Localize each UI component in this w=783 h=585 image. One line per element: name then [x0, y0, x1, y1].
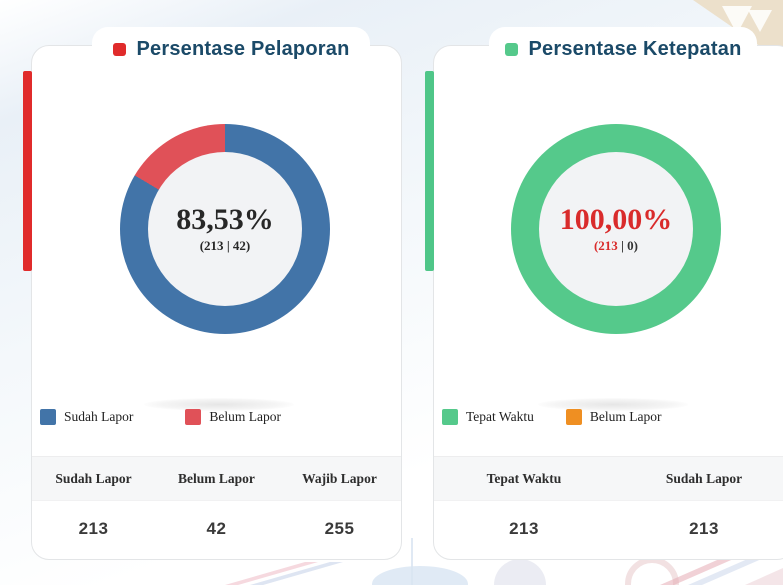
card-title-pelaporan: Persentase Pelaporan [136, 37, 350, 60]
accent-bar-ketepatan [425, 71, 434, 271]
donut-center-sublabel: (213 | 0) [594, 238, 638, 254]
legend-item-sudah-lapor[interactable]: Sudah Lapor [40, 409, 133, 425]
stat-value-sudah-lapor: 213 [78, 519, 109, 538]
stat-header-belum-lapor: Belum Lapor [178, 470, 255, 486]
donut-chart-pelaporan[interactable]: 83,53% (213 | 42) [120, 124, 330, 334]
legend-item-tepat-waktu[interactable]: Tepat Waktu [442, 409, 534, 425]
title-bullet-icon [112, 42, 126, 56]
stat-table-pelaporan: Sudah Lapor Belum Lapor Wajib Lapor 213 … [32, 456, 401, 557]
donut-center-sub-b: | 42) [226, 237, 251, 253]
stat-header-wajib-lapor: Wajib Lapor [302, 470, 377, 486]
chart-shadow [538, 398, 688, 411]
stat-header-sudah-lapor: Sudah Lapor [665, 470, 743, 486]
donut-center-sub-b: | 0) [621, 237, 639, 253]
stat-value-belum-lapor: 42 [206, 519, 227, 538]
stat-header-sudah-lapor: Sudah Lapor [55, 470, 132, 486]
legend-item-belum-lapor[interactable]: Belum Lapor [565, 409, 662, 425]
donut-center-label: 83,53% (213 | 42) [120, 124, 330, 334]
card-ketepatan: Persentase Ketepatan 100,00% (213 | 0) T… [425, 27, 783, 560]
legend-label: Belum Lapor [589, 409, 662, 424]
stat-table-value-row: 213 42 255 [32, 501, 401, 557]
title-bullet-icon [504, 42, 518, 56]
stat-value-sudah-lapor: 213 [689, 519, 719, 538]
stat-table-header-row: Sudah Lapor Belum Lapor Wajib Lapor [32, 456, 401, 501]
donut-center-value: 83,53% [176, 203, 274, 237]
card-header-pelaporan: Persentase Pelaporan [92, 27, 370, 71]
legend-swatch-icon [565, 409, 582, 425]
card-title-ketepatan: Persentase Ketepatan [528, 37, 742, 60]
legend-label: Sudah Lapor [64, 409, 134, 424]
legend-swatch-icon [40, 409, 56, 425]
donut-center-sub-a: (213 [593, 237, 622, 253]
legend-swatch-icon [185, 409, 202, 425]
card-header-ketepatan: Persentase Ketepatan [489, 27, 757, 71]
donut-center-sublabel: (213 | 42) [200, 238, 251, 254]
stat-table-header-row: Tepat Waktu Sudah Lapor [434, 456, 783, 501]
stat-header-tepat-waktu: Tepat Waktu [486, 470, 562, 486]
donut-center-value: 100,00% [559, 203, 673, 237]
donut-chart-ketepatan[interactable]: 100,00% (213 | 0) [511, 124, 721, 334]
accent-bar-pelaporan [23, 71, 32, 271]
legend-swatch-icon [442, 409, 458, 425]
legend-ketepatan: Tepat Waktu Belum Lapor [442, 409, 661, 425]
donut-hole [539, 152, 693, 306]
donut-center-sub-a: (213 [199, 237, 227, 253]
stat-table-value-row: 213 213 [434, 501, 783, 557]
chart-shadow [144, 398, 294, 411]
legend-label: Tepat Waktu [466, 409, 534, 424]
donut-center-label: 100,00% (213 | 0) [511, 124, 721, 334]
stat-value-tepat-waktu: 213 [509, 519, 539, 538]
legend-pelaporan: Sudah Lapor Belum Lapor [40, 409, 281, 425]
stat-value-wajib-lapor: 255 [324, 519, 355, 538]
stat-table-ketepatan: Tepat Waktu Sudah Lapor 213 213 [434, 456, 783, 557]
legend-label: Belum Lapor [209, 409, 281, 424]
legend-item-belum-lapor[interactable]: Belum Lapor [185, 409, 281, 425]
card-pelaporan: Persentase Pelaporan 83,53% (213 | 42) S… [23, 27, 402, 560]
donut-hole [148, 152, 302, 306]
